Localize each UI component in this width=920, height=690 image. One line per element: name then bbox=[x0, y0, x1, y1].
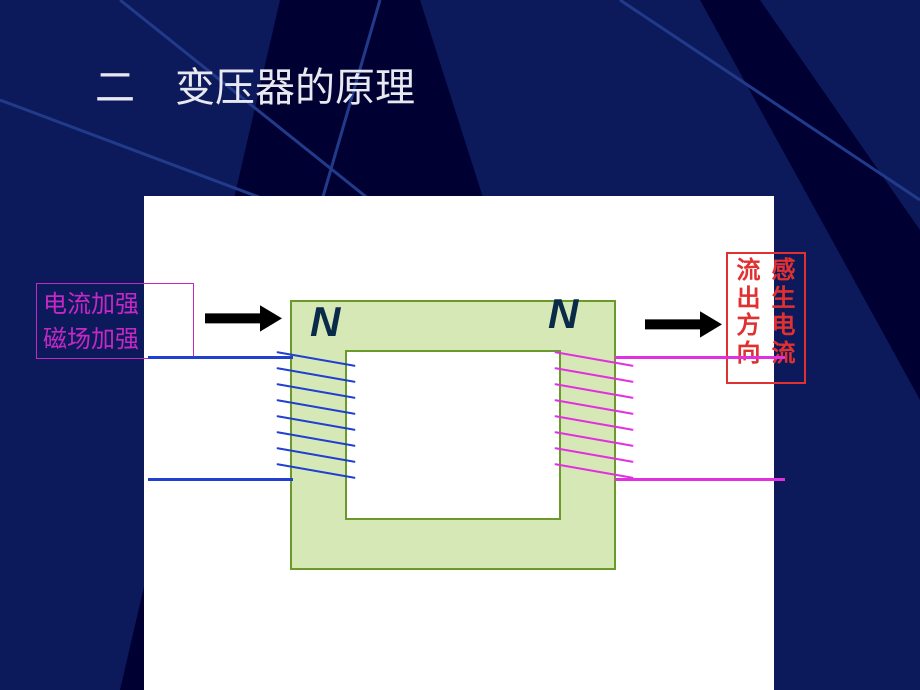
coil-turn bbox=[554, 383, 633, 399]
coil-turn bbox=[276, 415, 355, 431]
coil-turn bbox=[276, 383, 355, 399]
coil-turn bbox=[276, 447, 355, 463]
right-box-char: 流 bbox=[732, 258, 765, 286]
coil-turn bbox=[554, 431, 633, 447]
coil-turn bbox=[276, 399, 355, 415]
right-box-char: 生 bbox=[767, 286, 800, 314]
coil-turn bbox=[554, 447, 633, 463]
coil-turn bbox=[276, 463, 355, 479]
right-box-char: 感 bbox=[767, 258, 800, 286]
right-annotation-box: 流感出生方电向流 bbox=[726, 252, 806, 384]
secondary-lead-bottom bbox=[615, 478, 785, 481]
coil-turn bbox=[554, 415, 633, 431]
right-box-char: 出 bbox=[732, 286, 765, 314]
left-annotation-box: 电流加强 磁场加强 bbox=[36, 283, 194, 359]
secondary-coil bbox=[554, 358, 634, 486]
right-box-char: 电 bbox=[767, 313, 800, 341]
left-box-line1: 电流加强 bbox=[43, 288, 187, 323]
coil-turn bbox=[554, 367, 633, 383]
arrow-right bbox=[645, 309, 722, 340]
primary-coil bbox=[276, 358, 356, 486]
primary-lead-bottom bbox=[148, 478, 293, 481]
n-label-secondary: N bbox=[548, 290, 578, 338]
coil-turn bbox=[554, 463, 633, 479]
transformer-core-window bbox=[345, 350, 561, 520]
coil-turn bbox=[276, 431, 355, 447]
n-label-primary: N bbox=[310, 298, 340, 346]
right-box-char: 流 bbox=[767, 341, 800, 369]
left-box-line2: 磁场加强 bbox=[43, 323, 187, 358]
arrow-left bbox=[205, 303, 282, 334]
slide-title: 二 变压器的原理 bbox=[95, 55, 415, 113]
coil-turn bbox=[276, 367, 355, 383]
right-box-char: 向 bbox=[732, 341, 765, 369]
secondary-lead-top bbox=[615, 356, 785, 359]
coil-turn bbox=[554, 399, 633, 415]
right-box-char: 方 bbox=[732, 313, 765, 341]
primary-lead-top bbox=[148, 356, 293, 359]
